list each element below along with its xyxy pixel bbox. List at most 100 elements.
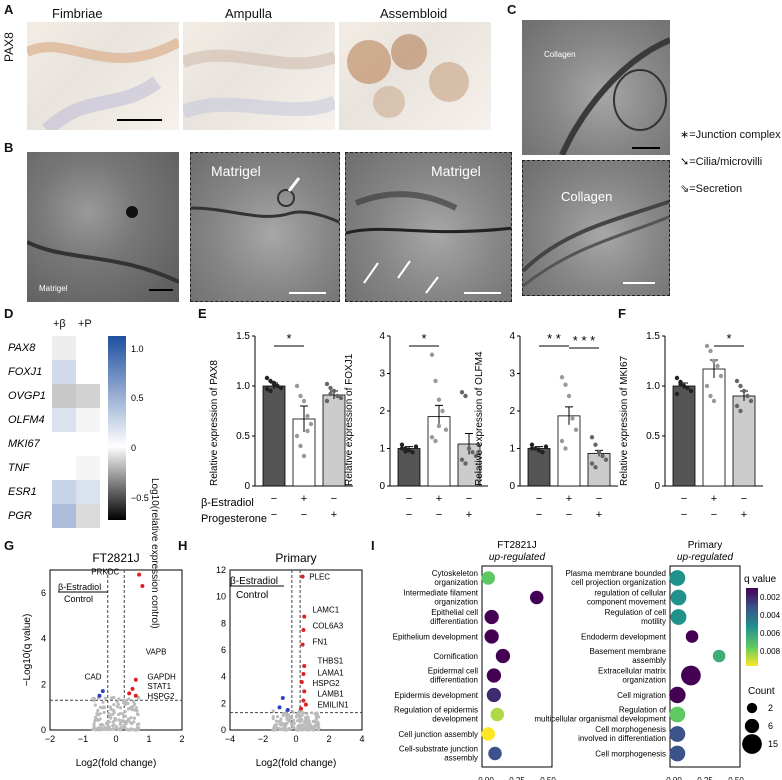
volcano-h-point [292, 718, 296, 723]
bar-charts: Relative expression of PAX8 0 0.5 1.0 1.5 − − +… [201, 331, 763, 525]
volcano-h-down-point [285, 708, 290, 712]
bar-ytick-label: 2 [379, 406, 385, 417]
data-point [748, 398, 754, 404]
volcano-g-point [102, 705, 107, 710]
bar [397, 448, 421, 487]
volcano-h-point [310, 711, 314, 715]
bar-ytick-label: 1.0 [236, 381, 250, 392]
dot-right-xtick: 0.50 [728, 776, 744, 780]
panel-label-b: B [4, 140, 14, 155]
volcano-g-up-point [137, 572, 142, 577]
em-image-b2: Matrigel [190, 152, 340, 302]
volcano-h-point [288, 727, 292, 732]
dot-left-dot [481, 727, 496, 741]
volcano-h-point [279, 717, 283, 721]
data-point [596, 450, 602, 455]
volcano-h-up-point [302, 664, 307, 668]
data-point [459, 390, 465, 395]
volcano-g-point [103, 696, 107, 700]
dot-right-term-label-cont: involved in differentiation [578, 734, 666, 743]
treatment-estradiol: + [711, 493, 717, 505]
data-point [308, 421, 314, 427]
dot-left-term-label: Cell-substrate junction [399, 745, 478, 754]
volcano-h-up-point [302, 689, 307, 694]
volcano-g-gene-label: CAD [85, 673, 102, 682]
bar-ytick-label: 3 [379, 369, 385, 380]
volcano-h-point [274, 719, 279, 723]
data-point [734, 378, 740, 384]
count-legend-dot [744, 718, 760, 734]
count-legend-dot [746, 702, 758, 714]
dot-right-dot [669, 706, 686, 723]
dot-left-term-label-cont: differentiation [430, 617, 478, 626]
data-point [264, 375, 270, 381]
data-point [443, 427, 449, 432]
em-image-b3: Matrigel [345, 152, 512, 302]
panel-label-g: G [4, 538, 15, 553]
volcano-g-point [115, 700, 119, 704]
colorbar-tick: −0.5 [131, 493, 149, 503]
volcano-h-xtick: −2 [258, 734, 268, 744]
volcano-g-point [112, 696, 116, 700]
collagen-label-large: Collagen [561, 189, 613, 204]
volcano-h-ytick: 4 [221, 672, 226, 682]
volcano-h-point [307, 728, 311, 732]
data-point [745, 393, 750, 399]
significance-label: * * [547, 331, 561, 346]
bar-ytick-label: 1.5 [236, 331, 250, 342]
heatmap-cell [76, 480, 100, 504]
data-point [678, 381, 683, 387]
data-point [536, 448, 542, 453]
ihc-image-assembloid [339, 22, 491, 130]
heatmap-cell [52, 360, 76, 384]
dot-left-subtitle: up-regulated [489, 552, 546, 563]
volcano-h-up-point [303, 702, 308, 707]
heatmap-cell [76, 408, 100, 432]
bar [672, 385, 696, 487]
volcano-g-point [105, 722, 110, 726]
dot-right-term-label: Regulation of [619, 706, 667, 715]
volcano-g-point [129, 716, 133, 720]
data-point [440, 408, 445, 414]
dot-right-term-label: Cell morphogenesis [595, 725, 666, 734]
heatmap-cell [76, 384, 100, 408]
volcano-g-point [136, 712, 140, 717]
treatment-estradiol: + [566, 493, 572, 505]
dot-right-dot [712, 649, 726, 663]
volcano-ylabel: −Log10(q value) [22, 614, 33, 687]
volcano-h-title: Primary [275, 551, 316, 565]
dot-left-term-label: Cell junction assembly [398, 730, 478, 739]
data-point [470, 450, 475, 455]
panel-label-h: H [178, 538, 188, 553]
bar-ytick-label: 3 [509, 369, 515, 380]
data-point [335, 393, 340, 399]
volcano-g-point [133, 702, 137, 706]
volcano-h-point [300, 713, 304, 717]
data-point [436, 423, 442, 429]
dot-right-dot [669, 726, 686, 742]
bar-ytick-label: 2 [509, 406, 515, 417]
bar-ytick-label: 0 [244, 481, 250, 492]
volcano-g-point [125, 728, 129, 732]
treatment-estradiol: − [681, 493, 687, 505]
data-point [540, 450, 545, 455]
volcano-g-point [96, 708, 100, 713]
count-legend-label: 2 [768, 703, 773, 713]
volcano-g-ytick: 6 [41, 588, 46, 598]
dot-left-term-label: Regulation of epidermis [394, 706, 478, 715]
bar-ytick-label: 0 [654, 481, 660, 492]
volcano-g-point [137, 722, 141, 726]
dot-plots: FT2821Jup-regulatedCytoskeletonorganizat… [393, 540, 781, 780]
volcano-h-point [289, 722, 294, 726]
dot-right-dot [669, 686, 686, 704]
treatment-progesterone: + [596, 509, 602, 521]
treatment-estradiol: − [406, 493, 412, 505]
dot-left-term-label-cont: organization [434, 578, 478, 587]
volcano-g-point [128, 720, 132, 724]
volcano-h-point [275, 715, 280, 719]
volcano-g-point [116, 702, 120, 707]
volcano-g-point [101, 700, 105, 704]
data-point [718, 373, 724, 379]
ylabel-pax8: PAX8 [2, 32, 16, 62]
data-point [543, 444, 549, 449]
